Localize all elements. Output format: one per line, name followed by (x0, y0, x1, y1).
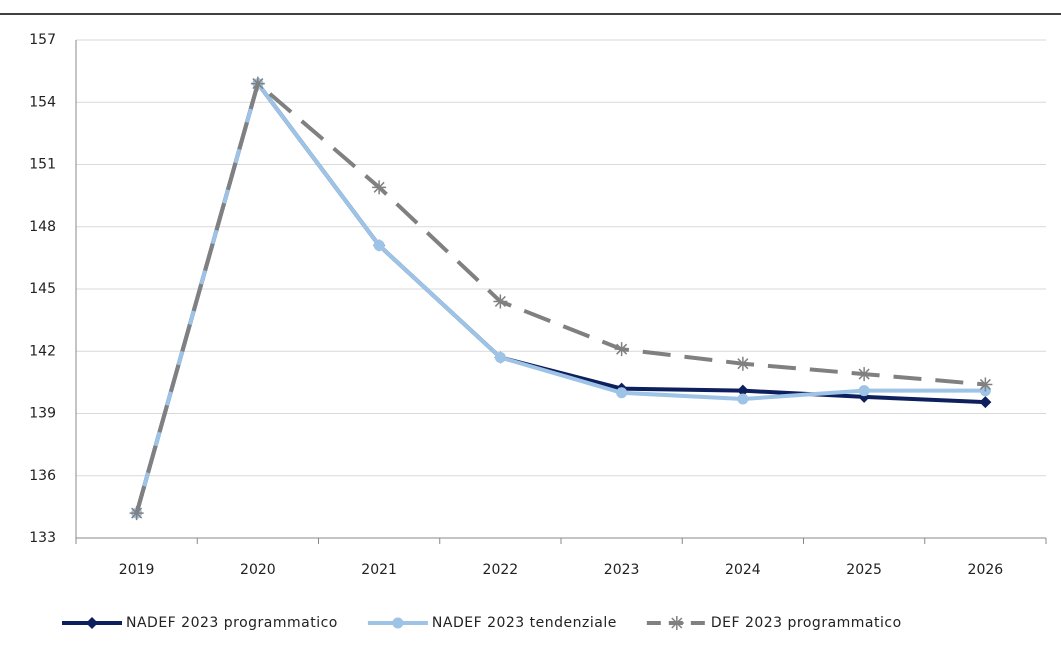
y-tick-label: 145 (29, 281, 56, 297)
x-tick-label: 2023 (604, 562, 640, 578)
marker (250, 76, 265, 91)
legend-label: NADEF 2023 programmatico (126, 615, 338, 631)
marker (86, 617, 98, 629)
x-tick-label: 2024 (725, 562, 761, 578)
marker (736, 384, 749, 397)
marker (978, 377, 993, 392)
x-tick-label: 2019 (119, 562, 155, 578)
x-tick-label: 2025 (846, 562, 882, 578)
marker (616, 387, 628, 399)
series-line (134, 80, 986, 514)
y-tick-label: 148 (29, 219, 56, 235)
y-tick-label: 151 (29, 157, 56, 173)
marker (858, 385, 870, 397)
series-line (134, 79, 986, 514)
marker (493, 294, 508, 309)
y-tick-label: 136 (29, 468, 56, 484)
y-tick-label: 139 (29, 406, 56, 422)
marker (979, 396, 992, 409)
marker (373, 239, 385, 251)
marker (372, 180, 387, 195)
marker (669, 616, 684, 630)
x-tick-label: 2022 (483, 562, 519, 578)
marker (129, 506, 144, 521)
y-tick-label: 142 (29, 343, 56, 359)
marker (614, 342, 629, 357)
y-tick-label: 154 (29, 94, 56, 110)
marker (494, 351, 506, 363)
y-tick-label: 157 (29, 32, 56, 48)
x-tick-label: 2020 (240, 562, 276, 578)
x-tick-label: 2026 (968, 562, 1004, 578)
y-tick-label: 133 (29, 530, 56, 546)
marker (735, 356, 750, 371)
x-tick-label: 2021 (361, 562, 397, 578)
marker (857, 367, 872, 382)
marker (737, 393, 749, 405)
legend-label: DEF 2023 programmatico (711, 615, 902, 631)
marker (392, 617, 404, 629)
legend-label: NADEF 2023 tendenziale (432, 615, 617, 631)
series-line (134, 79, 986, 514)
